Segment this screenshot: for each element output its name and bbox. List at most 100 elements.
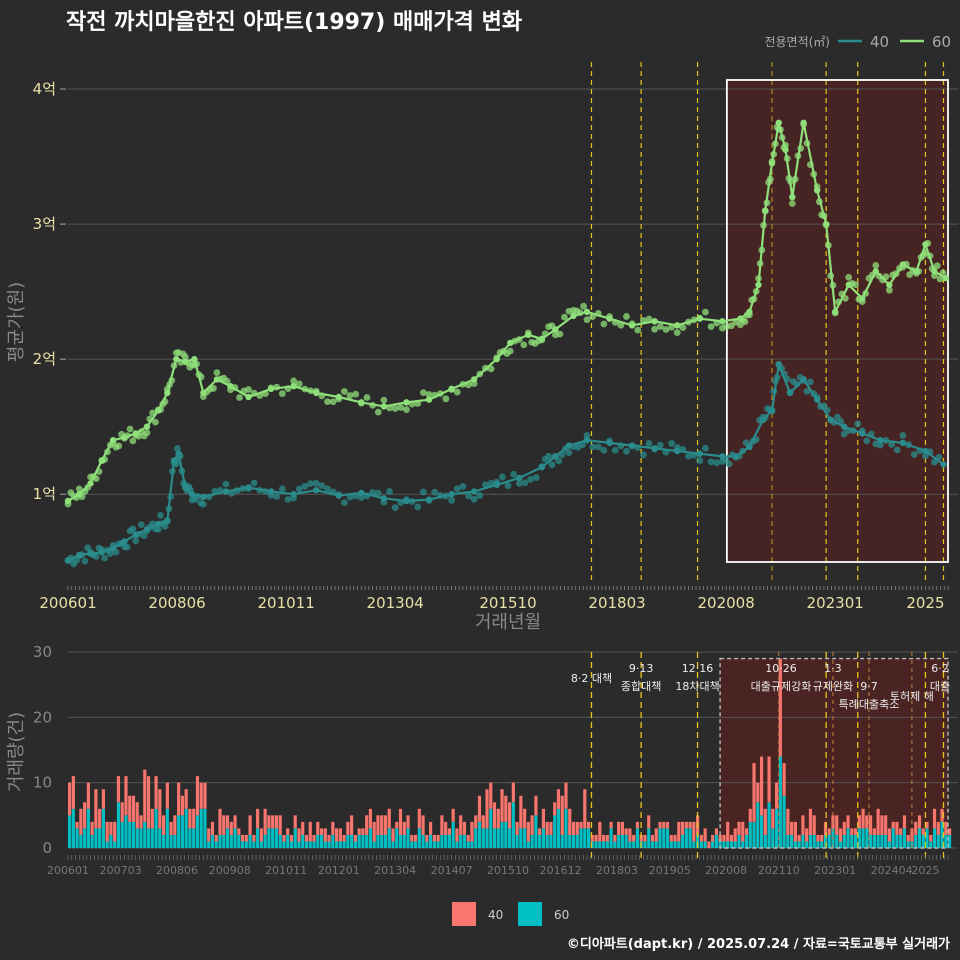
bar-60 bbox=[83, 828, 87, 848]
bar-40 bbox=[662, 821, 666, 829]
bar-40 bbox=[301, 821, 305, 835]
bar-40 bbox=[474, 815, 478, 829]
bar-60 bbox=[297, 841, 301, 848]
x-tick-label: 201905 bbox=[649, 864, 691, 877]
bar-60 bbox=[68, 815, 72, 848]
scatter-point bbox=[504, 482, 512, 490]
scatter-point bbox=[679, 324, 687, 332]
x-tick-label: 202008 bbox=[705, 864, 747, 877]
bar-60 bbox=[380, 834, 384, 848]
bar-60 bbox=[481, 828, 485, 848]
bar-60 bbox=[748, 821, 752, 848]
bar-60 bbox=[444, 834, 448, 848]
scatter-point bbox=[341, 499, 348, 506]
data-point bbox=[132, 430, 139, 437]
scatter-point bbox=[673, 329, 681, 336]
bar-40 bbox=[477, 795, 482, 822]
bar-60 bbox=[398, 834, 403, 848]
bar-40 bbox=[921, 828, 925, 835]
bar-60 bbox=[402, 834, 406, 848]
bar-60 bbox=[327, 841, 331, 848]
bar-40 bbox=[504, 795, 508, 822]
data-point bbox=[335, 393, 342, 401]
y-tick-label: 10 bbox=[33, 774, 52, 792]
bar-40 bbox=[252, 834, 256, 842]
data-point bbox=[719, 318, 726, 325]
scatter-point bbox=[893, 446, 901, 454]
bar-60 bbox=[459, 834, 463, 848]
bar-60 bbox=[376, 834, 380, 848]
annotation-label: 9·13 bbox=[629, 662, 654, 675]
data-point bbox=[200, 389, 207, 397]
y-tick-label: 20 bbox=[33, 708, 52, 726]
bar-40 bbox=[143, 769, 147, 822]
bar-40 bbox=[139, 815, 143, 829]
bar-60 bbox=[496, 828, 500, 848]
scatter-point bbox=[845, 273, 853, 281]
bar-60 bbox=[895, 834, 899, 848]
bar-40 bbox=[857, 815, 861, 829]
bar-40 bbox=[628, 828, 632, 842]
data-point bbox=[403, 497, 410, 505]
data-point bbox=[872, 268, 879, 275]
bar-60 bbox=[316, 834, 320, 848]
bar-60 bbox=[692, 841, 696, 848]
bar-40 bbox=[380, 815, 384, 835]
bar-40 bbox=[406, 815, 410, 829]
bar-40 bbox=[496, 808, 500, 829]
scatter-point bbox=[470, 495, 478, 503]
bar-40 bbox=[240, 834, 245, 842]
bar-40 bbox=[432, 834, 436, 842]
x-tick-label: 201407 bbox=[431, 864, 473, 877]
bar-60 bbox=[98, 828, 102, 848]
data-point bbox=[164, 518, 171, 525]
scatter-point bbox=[453, 388, 461, 396]
bar-40 bbox=[256, 808, 260, 829]
bar-40 bbox=[846, 815, 850, 829]
bar-40 bbox=[229, 821, 233, 835]
bar-60 bbox=[263, 834, 267, 848]
bar-60 bbox=[113, 841, 117, 848]
data-point bbox=[335, 492, 342, 499]
bar-60 bbox=[842, 834, 846, 848]
data-point bbox=[448, 491, 455, 498]
scatter-point bbox=[236, 394, 243, 401]
bar-60 bbox=[214, 841, 218, 848]
bar-40 bbox=[105, 821, 109, 842]
bar-40 bbox=[756, 782, 760, 803]
scatter-point bbox=[295, 485, 303, 493]
bar-60 bbox=[594, 841, 598, 848]
scatter-point bbox=[132, 537, 140, 545]
bar-60 bbox=[267, 828, 271, 848]
bar-60 bbox=[688, 828, 692, 848]
data-point bbox=[696, 450, 703, 457]
bar-60 bbox=[711, 841, 715, 848]
x-tick-label: 2025 bbox=[906, 594, 944, 612]
bar-60 bbox=[79, 834, 83, 848]
bar-60 bbox=[357, 834, 361, 848]
bar-40 bbox=[459, 815, 463, 835]
scatter-point bbox=[651, 325, 659, 333]
bar-60 bbox=[553, 815, 557, 848]
annotation-label: 1·3 bbox=[824, 662, 842, 675]
bar-60 bbox=[470, 841, 474, 848]
bar-60 bbox=[944, 834, 948, 848]
bar-40 bbox=[353, 834, 357, 842]
bar-60 bbox=[620, 834, 624, 848]
bar-60 bbox=[177, 815, 181, 848]
data-point bbox=[155, 407, 162, 414]
scatter-point bbox=[623, 447, 630, 455]
scatter-point bbox=[645, 315, 653, 323]
x-tick-label: 201011 bbox=[257, 594, 314, 612]
bar-40 bbox=[481, 815, 485, 829]
bar-60 bbox=[940, 821, 944, 848]
scatter-point bbox=[284, 496, 292, 503]
scatter-point bbox=[556, 330, 564, 338]
bar-60 bbox=[891, 828, 895, 848]
bar-40 bbox=[244, 834, 248, 842]
bar-40 bbox=[583, 789, 587, 829]
bar-40 bbox=[383, 815, 388, 835]
x-tick-label: 201201 bbox=[318, 864, 360, 877]
x-tick-label: 202008 bbox=[697, 594, 754, 612]
bar-40 bbox=[940, 808, 944, 822]
